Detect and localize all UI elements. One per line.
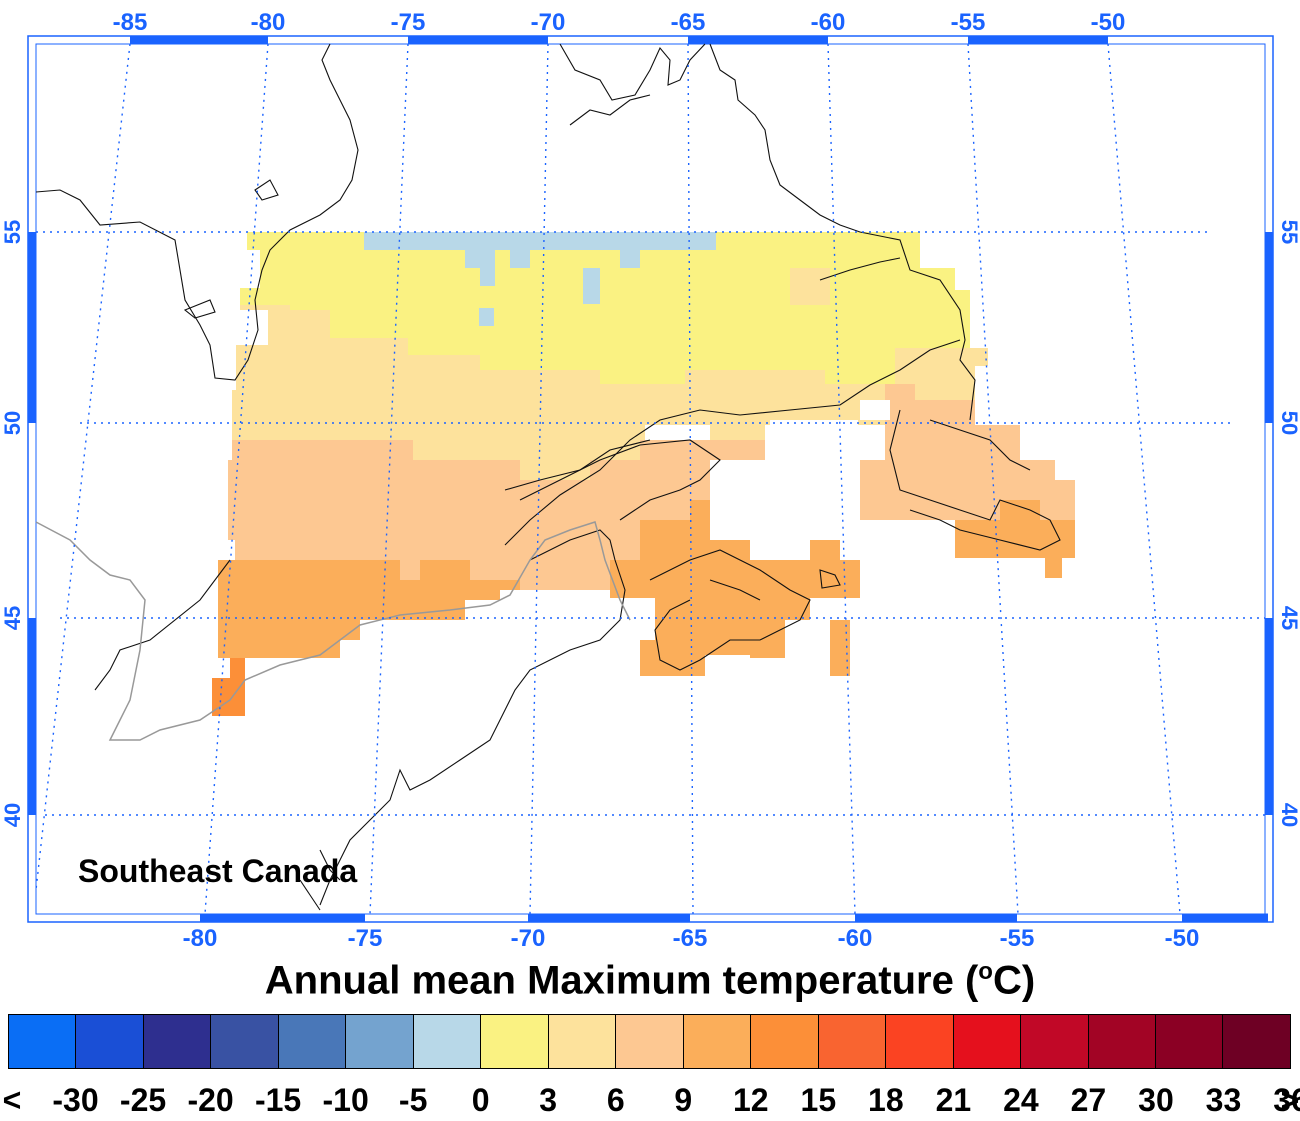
lat-label-right: 50 — [1277, 411, 1300, 435]
temp-cell-m5 — [583, 268, 600, 304]
colorbar-tick-label: -5 — [398, 1082, 428, 1118]
borders — [35, 521, 631, 741]
lat-label-right: 55 — [1277, 220, 1300, 244]
colorbar-swatch — [818, 1015, 887, 1068]
temp-band-0-3 — [240, 232, 970, 384]
lon-label-top: -50 — [1091, 9, 1126, 36]
lat-label-left: 40 — [0, 803, 25, 827]
lon-label-top: -85 — [113, 9, 148, 36]
lat-label-right: 45 — [1277, 606, 1300, 630]
colorbar-swatch — [76, 1015, 144, 1068]
temp-band-9-12 — [218, 560, 520, 678]
colorbar-swatch — [346, 1015, 414, 1068]
longitude-labels-bottom: -80 -75 -70 -65 -60 -55 -50 — [183, 925, 1200, 952]
colorbar-tick-label: 18 — [868, 1082, 904, 1118]
lon-label-top: -75 — [391, 9, 426, 36]
colorbar-swatch — [683, 1015, 752, 1068]
region-label: Southeast Canada — [78, 853, 357, 889]
map-title: Annual mean Maximum temperature (oC) — [264, 958, 1036, 1003]
colorbar-tick-label: -30 — [52, 1082, 99, 1118]
colorbar-tick-label: -15 — [254, 1082, 302, 1118]
lon-label-bottom: -75 — [348, 925, 383, 952]
colorbar-swatch — [9, 1015, 77, 1068]
temp-band-9-12-nfld — [955, 500, 1075, 578]
colorbar-swatch — [278, 1015, 347, 1068]
lon-label-bottom: -65 — [673, 925, 708, 952]
lon-label-top: -60 — [811, 9, 846, 36]
colorbar-tick-label: 0 — [471, 1082, 490, 1118]
coastlines — [35, 43, 1061, 911]
colorbar-swatch — [481, 1015, 549, 1068]
lon-label-bottom: -55 — [1000, 925, 1035, 952]
colorbar-tick-label: 27 — [1070, 1082, 1107, 1118]
lon-label-top: -65 — [671, 9, 706, 36]
colorbar-tick-label: 24 — [1003, 1082, 1039, 1118]
colorbar-tick-label: -25 — [119, 1082, 167, 1118]
lon-label-bottom: -80 — [183, 925, 218, 952]
latitude-labels-right: 40 45 50 55 — [1277, 220, 1300, 827]
colorbar-swatch — [751, 1015, 819, 1068]
colorbar-tick-label: 33 — [1205, 1082, 1242, 1118]
temp-band-3-6b — [790, 268, 830, 305]
colorbar-tick-label: 12 — [732, 1082, 769, 1118]
colorbar-tick-label: 6 — [606, 1082, 625, 1118]
water-gulf-hole — [645, 400, 890, 560]
colorbar-swatch — [143, 1015, 212, 1068]
lon-label-bottom: -50 — [1165, 925, 1200, 952]
temp-band-6-9 — [228, 440, 770, 590]
temp-band-6-9-nfld — [860, 384, 1075, 520]
temperature-field — [212, 232, 1075, 716]
colorbar-swatch — [413, 1015, 482, 1068]
map-canvas: -85 -80 -75 -70 -65 -60 -55 -50 -80 -75 -70 -65 -60… — [0, 9, 1300, 952]
colorbar-swatch — [616, 1015, 684, 1068]
colorbar-tick-label: 9 — [674, 1082, 693, 1118]
lat-label-right: 40 — [1277, 803, 1300, 827]
map-frame — [27, 35, 1274, 923]
colorbar-tick-label: < — [2, 1082, 22, 1118]
lat-label-left: 45 — [0, 606, 25, 630]
colorbar-tick-label: 3 — [539, 1082, 558, 1118]
temp-band-3-6 — [232, 305, 988, 480]
lat-label-left: 55 — [0, 220, 25, 244]
lon-label-bottom: -70 — [511, 925, 546, 952]
colorbar-tick-label: 30 — [1138, 1082, 1174, 1118]
colorbar-swatch — [211, 1015, 279, 1068]
colorbar — [8, 1014, 1291, 1069]
colorbar-swatch — [1155, 1015, 1224, 1068]
graticule — [35, 43, 1265, 915]
colorbar-swatch — [548, 1015, 617, 1068]
lon-label-top: -70 — [531, 9, 566, 36]
longitude-labels-top: -85 -80 -75 -70 -65 -60 -55 -50 — [113, 9, 1126, 36]
colorbar-tick-label: > — [1280, 1082, 1300, 1118]
lon-label-top: -80 — [251, 9, 286, 36]
lat-label-left: 50 — [0, 411, 25, 435]
temp-band-m5-0 — [364, 232, 716, 286]
latitude-labels-left: 40 45 50 55 — [0, 220, 25, 827]
lon-label-top: -55 — [951, 9, 986, 36]
colorbar-swatch — [1223, 1015, 1290, 1068]
temp-cell-m5b — [479, 308, 494, 326]
colorbar-tick-label: 21 — [935, 1082, 972, 1118]
colorbar-tick-label: -20 — [187, 1082, 234, 1118]
colorbar-swatch — [886, 1015, 954, 1068]
lon-label-bottom: -60 — [838, 925, 873, 952]
colorbar-tick-label: -10 — [322, 1082, 369, 1118]
colorbar-swatch — [953, 1015, 1022, 1068]
colorbar-tick-label: 36 — [1273, 1082, 1300, 1118]
colorbar-swatch — [1088, 1015, 1156, 1068]
colorbar-tick-label: 15 — [800, 1082, 837, 1118]
colorbar-swatch — [1021, 1015, 1089, 1068]
temp-band-9-12-ns — [830, 620, 850, 676]
